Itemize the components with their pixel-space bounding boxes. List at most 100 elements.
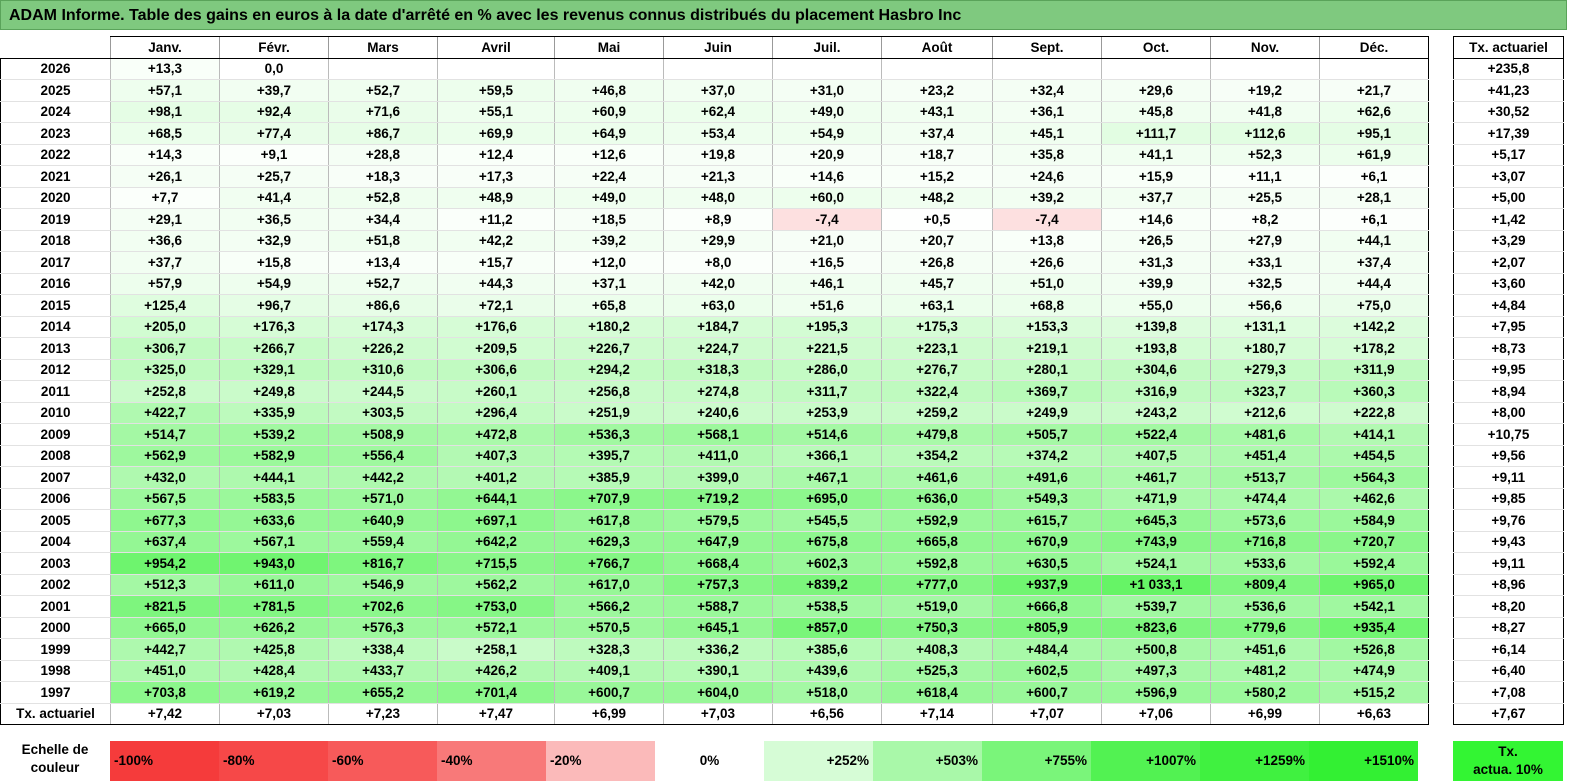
actuarial-rate-cell: +41,23 bbox=[1453, 79, 1564, 102]
year-cell: 2001 bbox=[0, 595, 111, 618]
gain-cell: +567,5 bbox=[110, 488, 220, 510]
gain-cell: +252,8 bbox=[110, 380, 220, 403]
color-scale-step: +1259% bbox=[1200, 741, 1309, 781]
gain-cell: +451,6 bbox=[1210, 638, 1320, 661]
gain-cell: +46,8 bbox=[554, 79, 664, 102]
gain-cell: +719,2 bbox=[663, 488, 773, 510]
gain-cell: +174,3 bbox=[328, 316, 438, 338]
gain-cell: +11,1 bbox=[1210, 165, 1320, 188]
table-row: 2020 +7,7 +41,4 +52,8 +48,9 +49,0 +48,0 +60,0 +4… bbox=[0, 187, 1429, 209]
gain-cell: +328,3 bbox=[554, 638, 664, 661]
gain-cell: +29,1 bbox=[110, 208, 220, 231]
gain-cell: +36,1 bbox=[992, 101, 1102, 123]
gain-cell: +539,7 bbox=[1101, 595, 1211, 618]
gain-cell: +240,6 bbox=[663, 402, 773, 424]
gain-cell: +286,0 bbox=[772, 359, 882, 381]
gain-cell: +524,1 bbox=[1101, 552, 1211, 575]
gain-cell: +474,4 bbox=[1210, 488, 1320, 510]
gain-cell: +409,1 bbox=[554, 660, 664, 682]
gain-cell: +462,6 bbox=[1319, 488, 1429, 510]
gain-cell: +296,4 bbox=[437, 402, 555, 424]
gain-cell: +600,7 bbox=[992, 681, 1102, 704]
gain-cell: +212,6 bbox=[1210, 402, 1320, 424]
gain-cell: +209,5 bbox=[437, 337, 555, 360]
table-row: 1998 +451,0 +428,4 +433,7 +426,2 +409,1 +390,1… bbox=[0, 660, 1429, 682]
gain-cell: +180,7 bbox=[1210, 337, 1320, 360]
gain-cell: +69,9 bbox=[437, 122, 555, 145]
table-row: 2026 +13,3 0,0 bbox=[0, 58, 1429, 80]
gain-cell: +474,9 bbox=[1319, 660, 1429, 682]
gain-cell: +15,8 bbox=[219, 251, 329, 274]
actuarial-rate-cell: +235,8 bbox=[1453, 58, 1564, 80]
year-cell: 2022 bbox=[0, 144, 111, 166]
gain-cell: +8,0 bbox=[663, 251, 773, 274]
gain-cell: +611,0 bbox=[219, 574, 329, 596]
gain-cell: +338,4 bbox=[328, 638, 438, 661]
gain-cell: +34,4 bbox=[328, 208, 438, 231]
gain-cell: +316,9 bbox=[1101, 380, 1211, 403]
gain-cell: +588,7 bbox=[663, 595, 773, 618]
gain-cell: +13,4 bbox=[328, 251, 438, 274]
gain-cell: +559,4 bbox=[328, 531, 438, 553]
gain-cell: +518,0 bbox=[772, 681, 882, 704]
gain-cell: +325,0 bbox=[110, 359, 220, 381]
year-cell: 2026 bbox=[0, 58, 111, 80]
color-scale: -100% -80% -60% -40% -20% 0% +252% +503% +755% +1… bbox=[110, 741, 1418, 781]
gain-cell: +703,8 bbox=[110, 681, 220, 704]
table-row: 1999 +442,7 +425,8 +338,4 +258,1 +328,3 +336,2… bbox=[0, 638, 1429, 661]
gain-cell: +51,6 bbox=[772, 294, 882, 317]
footer-rate-cell: +6,99 bbox=[554, 702, 664, 725]
month-header-3: Mars bbox=[328, 36, 438, 59]
gain-cell: +805,9 bbox=[992, 617, 1102, 639]
actuarial-rate-cell: +5,17 bbox=[1453, 144, 1564, 166]
gain-cell: +180,2 bbox=[554, 316, 664, 338]
gain-cell: +221,5 bbox=[772, 337, 882, 360]
actuarial-rate-cell: +9,76 bbox=[1453, 509, 1564, 532]
gain-cell: +52,8 bbox=[328, 187, 438, 209]
gain-cell: +568,1 bbox=[663, 423, 773, 446]
gain-cell: +385,6 bbox=[772, 638, 882, 661]
gain-cell: +642,2 bbox=[437, 531, 555, 553]
gain-cell: +11,2 bbox=[437, 208, 555, 231]
gain-cell: +18,7 bbox=[881, 144, 993, 166]
month-header-4: Avril bbox=[437, 36, 555, 59]
gain-cell: +645,1 bbox=[663, 617, 773, 639]
gain-cell bbox=[554, 58, 664, 80]
year-cell: 2007 bbox=[0, 466, 111, 489]
gain-cell: +781,5 bbox=[219, 595, 329, 618]
actuarial-rate-cell: +30,52 bbox=[1453, 101, 1564, 123]
footer-rate-cell: +7,06 bbox=[1101, 702, 1211, 725]
gain-cell: +636,0 bbox=[881, 488, 993, 510]
month-header-1: Janv. bbox=[110, 36, 220, 59]
gain-cell: +500,8 bbox=[1101, 638, 1211, 661]
gain-cell: +816,7 bbox=[328, 552, 438, 575]
actuarial-rate-cell: +3,07 bbox=[1453, 165, 1564, 188]
gain-cell: +31,0 bbox=[772, 79, 882, 102]
gain-cell: +311,7 bbox=[772, 380, 882, 403]
gain-cell bbox=[1210, 58, 1320, 80]
gain-cell: +508,9 bbox=[328, 423, 438, 446]
gain-cell: +369,7 bbox=[992, 380, 1102, 403]
actuarial-rate-cell: +6,40 bbox=[1453, 660, 1564, 682]
gain-cell: +675,8 bbox=[772, 531, 882, 553]
footer-total-rate: +7,67 bbox=[1453, 702, 1564, 725]
year-cell: 2011 bbox=[0, 380, 111, 403]
gains-table: Janv. Févr. Mars Avril Mai Juin Juil. Août Sept.… bbox=[0, 36, 1429, 725]
gain-cell: +567,1 bbox=[219, 531, 329, 553]
gain-cell: +533,6 bbox=[1210, 552, 1320, 575]
gain-cell: +303,5 bbox=[328, 402, 438, 424]
gain-cell: +426,2 bbox=[437, 660, 555, 682]
gain-cell: +425,8 bbox=[219, 638, 329, 661]
gain-cell: +266,7 bbox=[219, 337, 329, 360]
gain-cell: +20,9 bbox=[772, 144, 882, 166]
table-row: 2001 +821,5 +781,5 +702,6 +753,0 +566,2 +588,7… bbox=[0, 595, 1429, 618]
year-cell: 2012 bbox=[0, 359, 111, 381]
year-cell: 2013 bbox=[0, 337, 111, 360]
table-row: 2019 +29,1 +36,5 +34,4 +11,2 +18,5 +8,9 -7,4 +0,… bbox=[0, 208, 1429, 231]
table-row: 2005 +677,3 +633,6 +640,9 +697,1 +617,8 +579,5… bbox=[0, 509, 1429, 532]
gain-cell: +21,7 bbox=[1319, 79, 1429, 102]
gain-cell: +249,9 bbox=[992, 402, 1102, 424]
gain-cell: +615,7 bbox=[992, 509, 1102, 532]
color-scale-step: +755% bbox=[982, 741, 1091, 781]
footer-rate-cell: +7,07 bbox=[992, 702, 1102, 725]
